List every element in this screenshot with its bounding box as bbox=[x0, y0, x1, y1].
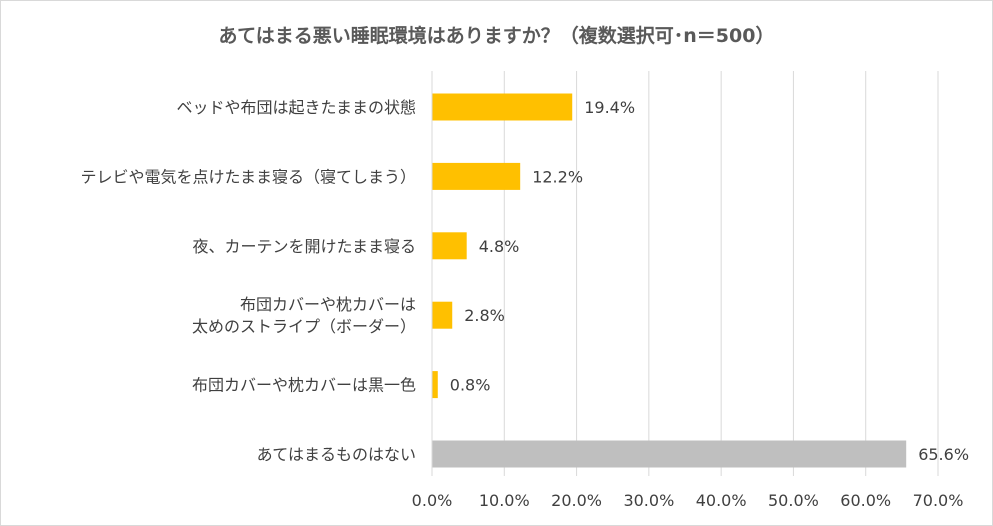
chart-title: あてはまる悪い睡眠環境はありますか？（複数選択可･n＝500） bbox=[218, 25, 775, 47]
category-label: テレビや電気を点けたまま寝る（寝てしまう） bbox=[80, 167, 416, 186]
bar bbox=[432, 371, 438, 399]
category-label: 布団カバーや枕カバーは黒一色 bbox=[192, 376, 416, 395]
category-label: 布団カバーや枕カバーは bbox=[240, 295, 416, 314]
x-tick-label: 40.0% bbox=[696, 491, 747, 510]
x-tick-label: 0.0% bbox=[412, 491, 453, 510]
bar bbox=[432, 162, 521, 190]
x-tick-label: 70.0% bbox=[913, 491, 964, 510]
x-tick-label: 10.0% bbox=[479, 491, 530, 510]
category-label: ベッドや布団は起きたままの状態 bbox=[176, 98, 416, 117]
x-tick-label: 20.0% bbox=[551, 491, 602, 510]
category-label: あてはまるものはない bbox=[257, 445, 416, 464]
bar bbox=[432, 232, 467, 260]
data-label: 4.8% bbox=[479, 237, 520, 256]
bar bbox=[432, 93, 573, 121]
data-label: 2.8% bbox=[464, 306, 505, 325]
data-label: 0.8% bbox=[450, 376, 491, 395]
data-label: 19.4% bbox=[584, 98, 635, 117]
category-label: 太めのストライプ（ボーダー） bbox=[192, 317, 416, 336]
data-label: 65.6% bbox=[918, 445, 969, 464]
bar bbox=[432, 301, 453, 329]
bar bbox=[432, 440, 907, 468]
x-tick-label: 60.0% bbox=[840, 491, 891, 510]
category-label: 夜、カーテンを開けたまま寝る bbox=[192, 237, 416, 256]
x-tick-label: 50.0% bbox=[768, 491, 819, 510]
x-tick-label: 30.0% bbox=[623, 491, 674, 510]
data-label: 12.2% bbox=[532, 167, 583, 186]
